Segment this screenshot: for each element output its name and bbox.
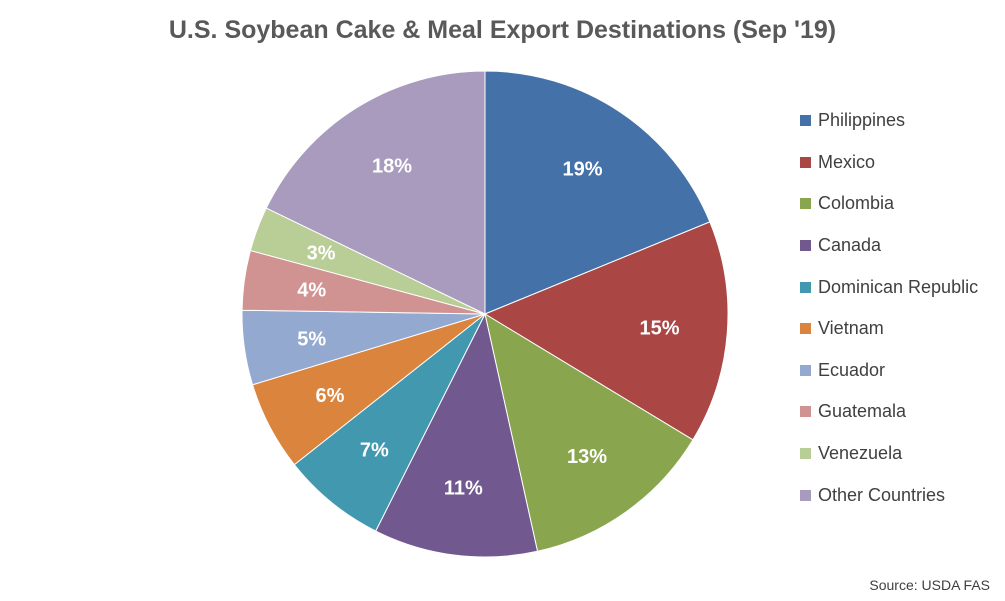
legend-swatch: [800, 240, 811, 252]
slice-label-other-countries: 18%: [372, 156, 412, 178]
slice-label-dominican-republic: 7%: [360, 440, 389, 462]
legend-item-vietnam: Vietnam: [800, 308, 978, 350]
legend: Philippines Mexico Colombia Canada Dominican…: [800, 100, 978, 516]
pie-slice-canada: [375, 312, 539, 558]
legend-item-colombia: Colombia: [800, 183, 978, 225]
chart-title: U.S. Soybean Cake & Meal Export Destinat…: [168, 16, 837, 44]
pie-slice-mexico: [483, 221, 729, 441]
pie-slice-colombia: [484, 312, 694, 552]
legend-swatch: [800, 156, 811, 168]
legend-label: Dominican Republic: [818, 276, 979, 297]
slice-label-mexico: 15%: [639, 318, 679, 340]
legend-swatch: [800, 364, 811, 376]
legend-item-venezuela: Venezuela: [800, 433, 978, 475]
legend-label: Venezuela: [818, 443, 903, 464]
slice-label-colombia: 13%: [567, 446, 607, 468]
pie-slice-dominican-republic: [293, 313, 486, 532]
pie-slice-philippines: [484, 70, 711, 315]
legend-item-philippines: Philippines: [800, 100, 978, 142]
legend-swatch: [800, 448, 811, 460]
legend-swatch: [800, 489, 811, 501]
legend-item-canada: Canada: [800, 225, 978, 267]
legend-label: Colombia: [818, 193, 895, 214]
legend-label: Guatemala: [818, 401, 907, 422]
source-note: Source: USDA FAS: [869, 577, 990, 593]
legend-label: Canada: [818, 235, 882, 256]
legend-label: Mexico: [818, 151, 876, 172]
legend-item-mexico: Mexico: [800, 142, 978, 184]
pie-slice-other-countries: [265, 70, 486, 315]
slice-label-philippines: 19%: [562, 159, 602, 181]
slice-label-ecuador: 5%: [297, 328, 326, 350]
legend-item-other-countries: Other Countries: [800, 474, 978, 516]
legend-swatch: [800, 406, 811, 418]
slice-label-canada: 11%: [444, 478, 483, 500]
legend-swatch: [800, 115, 811, 127]
slice-label-vietnam: 6%: [315, 385, 344, 407]
legend-label: Philippines: [818, 110, 906, 131]
legend-swatch: [800, 198, 811, 210]
legend-label: Vietnam: [818, 318, 884, 339]
legend-swatch: [800, 281, 811, 293]
legend-label: Ecuador: [818, 359, 886, 380]
legend-item-dominican-republic: Dominican Republic: [800, 266, 978, 308]
slice-label-venezuela: 3%: [307, 243, 336, 265]
legend-label: Other Countries: [818, 484, 946, 505]
legend-swatch: [800, 323, 811, 335]
slice-label-guatemala: 4%: [297, 280, 326, 302]
legend-item-ecuador: Ecuador: [800, 350, 978, 392]
legend-item-guatemala: Guatemala: [800, 391, 978, 433]
